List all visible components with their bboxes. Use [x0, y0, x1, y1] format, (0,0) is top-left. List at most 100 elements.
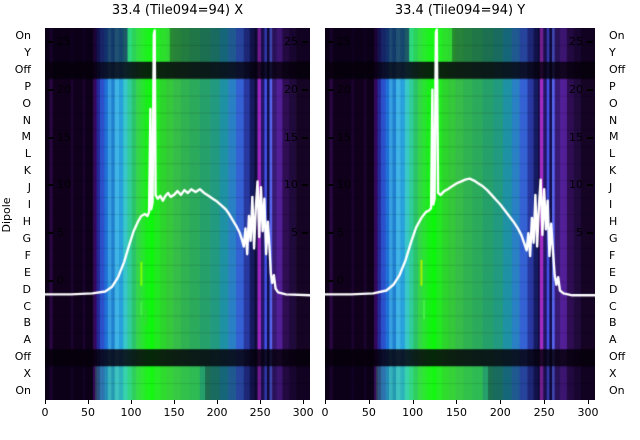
dipole-tick-label-left: H: [22, 215, 31, 228]
tick-value: 0: [337, 273, 344, 287]
dipole-tick-label-right: F: [609, 248, 616, 262]
x-tick-mark: [260, 400, 262, 404]
tick-value: 20: [57, 82, 71, 96]
tick-mark: [327, 279, 333, 282]
dipole-tick-label-left: O: [22, 96, 31, 110]
dipole-tick-label-left: K: [23, 164, 31, 178]
dipole-tick-label-left: D: [22, 282, 31, 296]
dipole-axis-left: On Y Off P O N M L K J I H G F E D C B A Off X On: [0, 28, 31, 400]
amp-tick-right: 20: [569, 83, 593, 97]
tick-mark: [327, 136, 333, 139]
tick-value: 20: [337, 82, 351, 96]
tick-value: 10: [337, 178, 351, 192]
dipole-tick-label-right: C: [609, 299, 617, 313]
tick-mark: [327, 232, 333, 235]
tick-mark: [587, 40, 593, 43]
dipole-tick-label-right: I: [609, 198, 613, 212]
tick-value: 15: [57, 130, 71, 144]
dipole-tick-label-left: I: [27, 198, 31, 212]
dipole-tick-label-right: B: [609, 316, 617, 330]
dipole-tick-label-right: A: [609, 333, 617, 347]
amp-tick-right: 5: [291, 226, 308, 240]
tick-value: 25: [57, 34, 71, 48]
x-tick-mark: [368, 400, 370, 404]
dipole-tick-label-right: G: [609, 231, 618, 245]
tick-value: 20: [569, 82, 583, 96]
panel-title-x: 33.4 (Tile094=94) X: [111, 3, 244, 18]
x-tick-label: 250: [249, 406, 271, 419]
dipole-tick-label-left: On: [15, 29, 31, 42]
amp-tick-right: 15: [284, 131, 308, 145]
x-tick-mark: [325, 400, 326, 404]
dipole-tick-label-right: X: [609, 367, 617, 381]
dipole-tick-label-right: P: [609, 79, 616, 93]
dipole-tick-label-left: L: [24, 147, 31, 161]
tick-value: 5: [291, 226, 298, 240]
x-tick-mark: [174, 400, 176, 404]
tick-mark: [302, 232, 308, 235]
dipole-tick-label-right: E: [609, 265, 616, 279]
dipole-tick-label-right: K: [609, 164, 617, 178]
tick-mark: [587, 184, 593, 187]
dipole-tick-label-left: X: [23, 367, 31, 381]
tick-value: 5: [337, 226, 344, 240]
amp-tick-left: 20: [47, 83, 71, 97]
tick-mark: [47, 136, 53, 139]
tick-value: 10: [57, 178, 71, 192]
heatmap-canvas-x: [45, 28, 310, 400]
dipole-tick-label-right: M: [609, 130, 619, 144]
x-tick-label: 200: [206, 406, 228, 419]
tick-value: 25: [337, 34, 351, 48]
amp-tick-left: 10: [327, 178, 351, 192]
amp-tick-right: 25: [569, 35, 593, 49]
tick-mark: [327, 184, 333, 187]
tick-mark: [302, 184, 308, 187]
tick-value: 5: [57, 226, 64, 240]
dipole-tick-label-left: J: [27, 181, 31, 195]
amp-tick-right: 10: [569, 178, 593, 192]
amp-tick-left: 5: [327, 226, 344, 240]
amp-tick-left: 0: [47, 274, 64, 288]
x-tick-label: 100: [402, 406, 424, 419]
heatmap-panel-y: 25 20 15 10 5 0 25 20 15 10 5 0 50 100 150 200 250 300: [322, 28, 598, 419]
amp-tick-right: 15: [569, 131, 593, 145]
x-tick-mark: [500, 400, 502, 404]
x-tick-mark: [45, 400, 46, 404]
x-tick-mark: [587, 400, 589, 404]
tick-mark: [47, 232, 53, 235]
dipole-tick-label-left: G: [22, 231, 31, 245]
dipole-tick-label-left: P: [24, 79, 31, 93]
dipole-tick-label-right: J: [609, 181, 613, 195]
dipole-tick-label-left: M: [21, 130, 32, 144]
x-tick-label: 100: [120, 406, 142, 419]
dipole-tick-label-right: H: [609, 215, 618, 228]
dipole-tick-label-left: Off: [14, 350, 31, 364]
amp-tick-right: 25: [284, 35, 308, 49]
dipole-tick-label-right: L: [609, 147, 616, 161]
x-tick-label: 50: [81, 406, 96, 419]
tick-mark: [587, 136, 593, 139]
tick-mark: [302, 136, 308, 139]
x-tick-label: 250: [533, 406, 555, 419]
tick-value: 15: [284, 130, 298, 144]
heatmap-panel-x: 25 20 15 10 5 0 25 20 15 10 5 0 50 100 150 200 250 300: [42, 28, 314, 419]
amp-tick-left: 20: [327, 83, 351, 97]
amp-tick-left: 5: [47, 226, 64, 240]
dipole-tick-label-left: E: [24, 265, 31, 279]
x-tick-mark: [88, 400, 90, 404]
tick-value: 20: [284, 82, 298, 96]
tick-mark: [327, 40, 333, 43]
amp-tick-left: 10: [47, 178, 71, 192]
tick-value: 0: [57, 273, 64, 287]
x-tick-label: 0: [41, 406, 49, 419]
dipole-tick-label-left: C: [23, 299, 31, 313]
heatmap-canvas-y: [325, 28, 595, 400]
tick-mark: [302, 40, 308, 43]
dipole-tick-label-left: B: [23, 316, 31, 330]
panel-title-y: 33.4 (Tile094=94) Y: [394, 3, 526, 18]
x-tick-mark: [303, 400, 305, 404]
tick-mark: [302, 88, 308, 91]
x-tick-mark: [217, 400, 219, 404]
x-tick-label: 0: [321, 406, 329, 419]
